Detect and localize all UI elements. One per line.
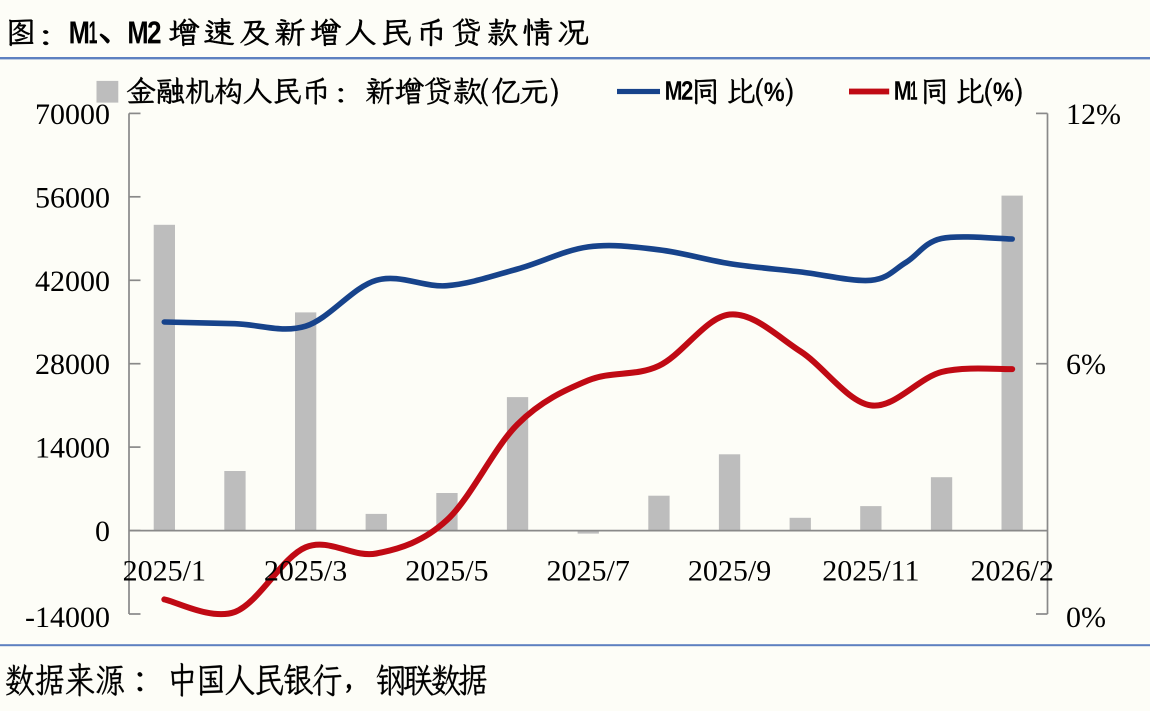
svg-text:42000: 42000 [35,265,110,298]
svg-text:6%: 6% [1066,348,1106,381]
svg-text:0: 0 [95,515,110,548]
svg-text:14000: 14000 [35,432,110,465]
svg-text:2026/2: 2026/2 [971,555,1054,588]
svg-text:56000: 56000 [35,181,110,214]
svg-text:2025/1: 2025/1 [123,555,206,588]
svg-text:2025/7: 2025/7 [547,555,630,588]
svg-text:2025/5: 2025/5 [405,555,488,588]
svg-text:0%: 0% [1066,601,1106,634]
svg-text:2025/3: 2025/3 [264,555,347,588]
svg-text:2025/11: 2025/11 [822,555,919,588]
svg-text:-14000: -14000 [25,601,110,634]
svg-text:70000: 70000 [35,98,110,131]
svg-text:2025/9: 2025/9 [688,555,771,588]
svg-text:28000: 28000 [35,348,110,381]
svg-text:12%: 12% [1066,98,1121,131]
